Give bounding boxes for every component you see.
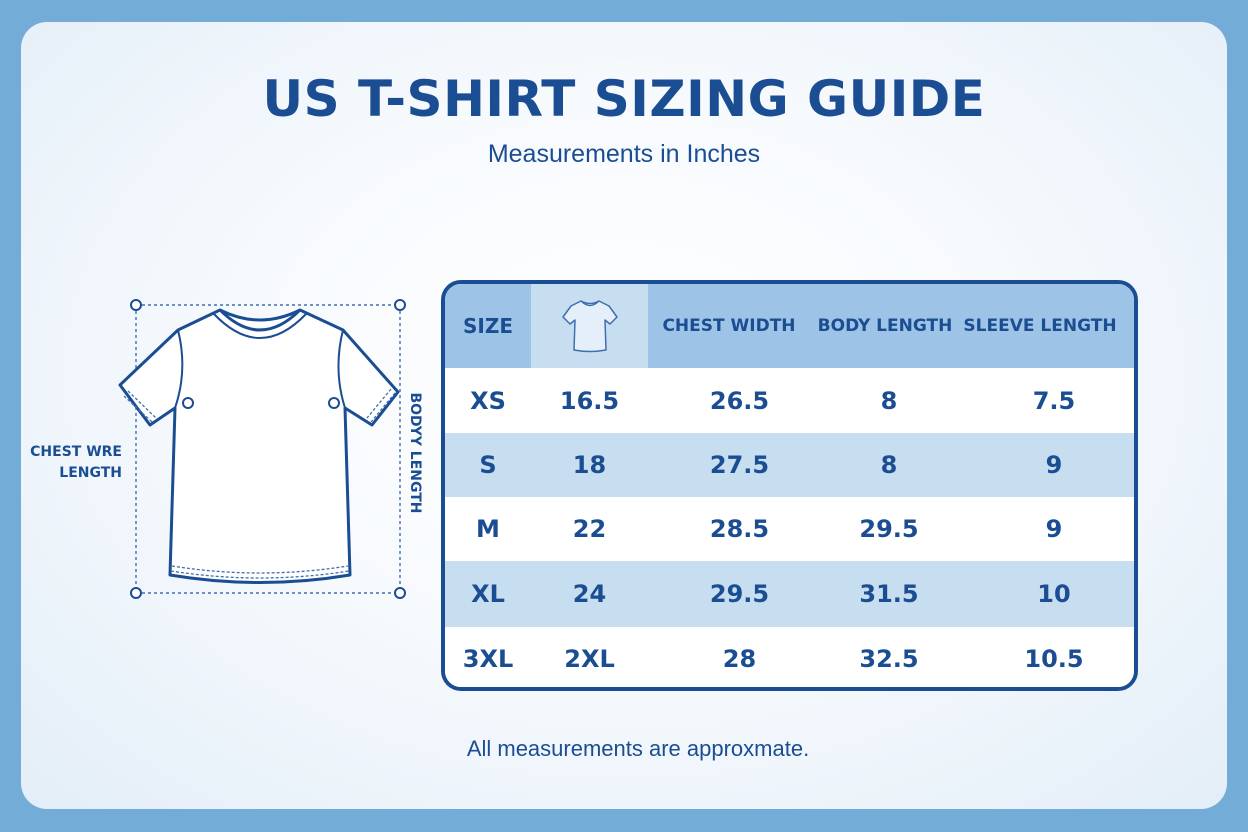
table-cell: 31.5 [859,580,919,608]
header-body-length: BODY LENGTH [817,316,953,336]
table-cell: 29.5 [859,515,919,543]
guide-handles [130,299,406,599]
table-cell: 8 [880,386,898,415]
header-chest-width: CHEST WIDTH [662,316,796,336]
table-cell: 24 [572,580,607,608]
table-cell: 22 [572,515,607,543]
table-row: 3XL 2XL 28 32.5 10.5 [445,627,1134,687]
size-table: SIZE CHEST WIDTH BODY LENGTH SLEEVE LENG… [441,280,1138,691]
page-title: US T-SHIRT SIZING GUIDE [262,70,986,128]
table-row: XL 24 29.5 31.5 10 [445,561,1134,627]
chest-length-label: CHEST WRE LENGTH [30,444,122,481]
size-cell: XS [470,386,506,415]
table-row: M 22 28.5 29.5 9 [445,497,1134,561]
table-row: S 18 27.5 8 9 [445,433,1134,497]
table-cell: 26.5 [709,386,770,415]
table-row: XS 16.5 26.5 8 7.5 [445,368,1134,433]
tshirt-icon [561,300,618,353]
table-cell: 28 [722,645,757,673]
table-cell: 2XL [564,645,615,673]
table-cell: 18 [572,451,607,479]
header-size: SIZE [463,314,514,338]
footnote: All measurements are approxmate. [466,736,810,761]
body-length-label: BODYY LENGTH [407,392,423,514]
table-header-row: SIZE CHEST WIDTH BODY LENGTH SLEEVE LENG… [445,284,1134,368]
size-cell: S [479,451,497,479]
table-cell: 9 [1045,451,1063,479]
table-cell: 28.5 [709,515,770,543]
stitch-lines [123,388,396,579]
size-cell: M [476,515,500,543]
table-cell: 29.5 [709,580,770,608]
table-cell: 7.5 [1032,386,1076,415]
table-cell: 32.5 [859,645,919,673]
header-sleeve-length: SLEEVE LENGTH [963,316,1117,336]
page-subtitle: Measurements in Inches [487,140,761,168]
header-tshirt-cell [531,284,648,368]
table-cell: 10.5 [1024,645,1084,673]
size-cell: XL [471,580,505,608]
table-cell: 10 [1037,580,1071,608]
table-cell: 8 [880,451,898,479]
table-cell: 27.5 [709,451,770,479]
size-cell: 3XL [462,645,514,673]
table-cell: 9 [1045,515,1063,543]
table-cell: 16.5 [559,386,620,415]
tshirt-outline-icon [118,308,400,584]
